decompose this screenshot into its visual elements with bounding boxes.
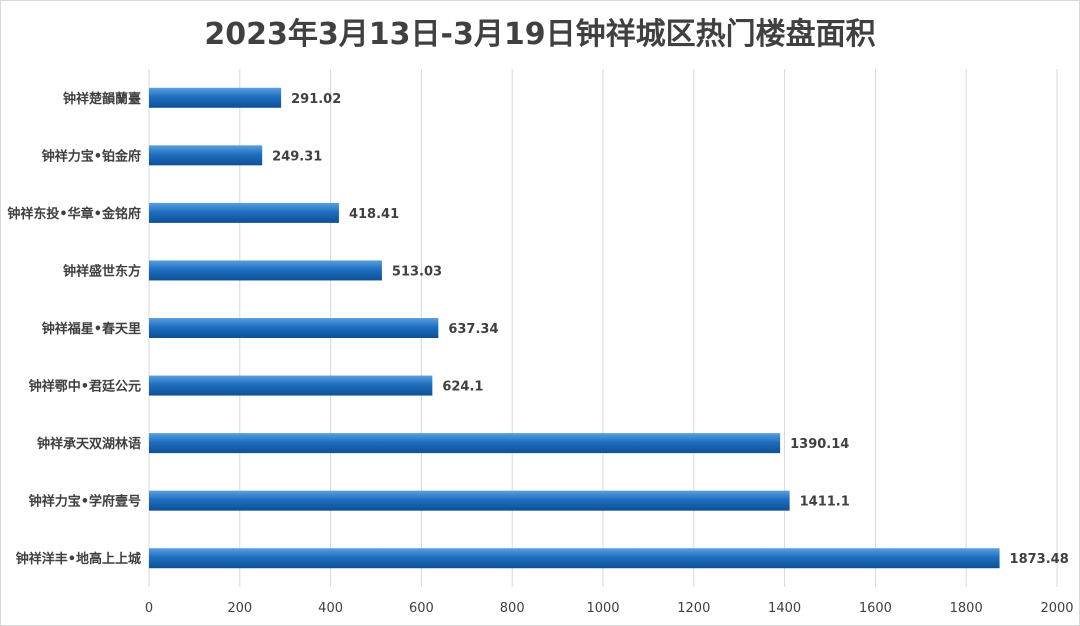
bar (149, 318, 439, 338)
category-label: 钟祥东投•华章•金铭府 (7, 206, 141, 222)
category-label: 钟祥力宝•铂金府 (42, 148, 141, 164)
x-tick-label: 800 (500, 601, 525, 616)
bar (149, 202, 339, 223)
x-tick-label: 1200 (677, 601, 710, 616)
category-label: 钟祥鄂中•君廷公元 (29, 379, 141, 395)
bar (149, 490, 790, 511)
x-tick-label: 400 (318, 601, 343, 616)
x-tick-label: 1600 (859, 601, 892, 616)
x-tick-label: 1400 (768, 601, 801, 616)
bar (149, 145, 263, 166)
bar (149, 375, 433, 396)
category-label: 钟祥楚韻蘭臺 (63, 91, 141, 107)
x-tick-label: 0 (145, 601, 153, 616)
category-label: 钟祥洋丰•地高上上城 (16, 551, 141, 567)
category-label: 钟祥力宝•学府壹号 (29, 494, 141, 510)
bars (149, 87, 1000, 569)
x-tick-label: 200 (227, 601, 252, 616)
x-tick-label: 1000 (586, 601, 619, 616)
chart-title: 2023年3月13日-3月19日钟祥城区热门楼盘面积 (204, 17, 876, 52)
value-label: 637.34 (448, 322, 498, 337)
value-label: 1390.14 (790, 437, 849, 452)
bar (149, 433, 781, 454)
value-label: 1411.1 (800, 495, 850, 510)
bar (149, 260, 382, 281)
value-label: 418.41 (349, 207, 399, 222)
x-tick-label: 600 (409, 601, 434, 616)
bar (149, 87, 282, 108)
bar (149, 548, 1000, 569)
value-labels: 291.02 249.31 418.41 513.03 637.34 624.1 1390.… (272, 92, 1069, 567)
x-axis-ticks: 0 200 400 600 800 1000 1200 1400 1600 1800 2000 (145, 601, 1074, 616)
category-label: 钟祥盛世东方 (63, 263, 141, 279)
category-label: 钟祥承天双湖林语 (37, 436, 141, 452)
x-tick-label: 1800 (950, 601, 983, 616)
value-label: 624.1 (442, 380, 483, 395)
value-label: 1873.48 (1010, 552, 1069, 567)
value-label: 249.31 (272, 149, 322, 164)
x-tick-label: 2000 (1040, 601, 1073, 616)
value-label: 291.02 (291, 92, 341, 107)
category-labels: 钟祥楚韻蘭臺钟祥力宝•铂金府钟祥东投•华章•金铭府钟祥盛世东方钟祥福星•春天里钟… (7, 91, 141, 567)
category-label: 钟祥福星•春天里 (42, 321, 141, 337)
value-label: 513.03 (392, 264, 442, 279)
